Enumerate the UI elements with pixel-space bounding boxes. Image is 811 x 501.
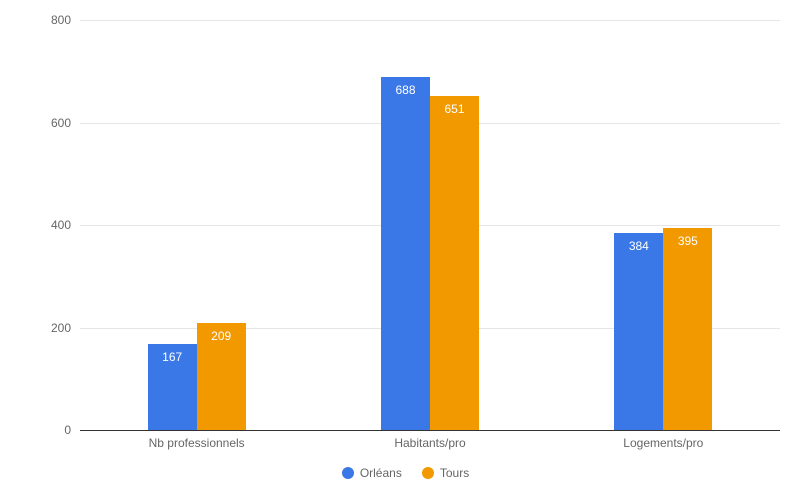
x-tick-label: Habitants/pro <box>394 436 465 450</box>
y-tick-label: 200 <box>21 321 71 335</box>
x-tick-label: Nb professionnels <box>149 436 245 450</box>
legend-item: Orléans <box>342 466 402 480</box>
legend-swatch <box>342 467 354 479</box>
bar-value-label: 384 <box>614 239 663 253</box>
bar-value-label: 688 <box>381 83 430 97</box>
bar: 395 <box>663 228 712 430</box>
bar: 209 <box>197 323 246 430</box>
y-tick-label: 800 <box>21 13 71 27</box>
gridline <box>80 20 780 21</box>
bar-value-label: 209 <box>197 329 246 343</box>
bar-value-label: 651 <box>430 102 479 116</box>
legend-item: Tours <box>422 466 469 480</box>
x-tick-label: Logements/pro <box>623 436 703 450</box>
y-tick-label: 600 <box>21 116 71 130</box>
legend: Orléans Tours <box>0 466 811 482</box>
y-tick-label: 0 <box>21 423 71 437</box>
legend-swatch <box>422 467 434 479</box>
gridline <box>80 430 780 431</box>
chart-container: 167209 688651 384395 Orléans Tours 0 200 400 6… <box>0 0 811 501</box>
y-tick-label: 400 <box>21 218 71 232</box>
bar-value-label: 395 <box>663 234 712 248</box>
bar: 167 <box>148 344 197 430</box>
legend-label: Tours <box>440 466 469 480</box>
bar: 651 <box>430 96 479 430</box>
bar: 384 <box>614 233 663 430</box>
bar: 688 <box>381 77 430 430</box>
plot-area: 167209 688651 384395 <box>80 20 780 430</box>
bar-value-label: 167 <box>148 350 197 364</box>
legend-label: Orléans <box>360 466 402 480</box>
